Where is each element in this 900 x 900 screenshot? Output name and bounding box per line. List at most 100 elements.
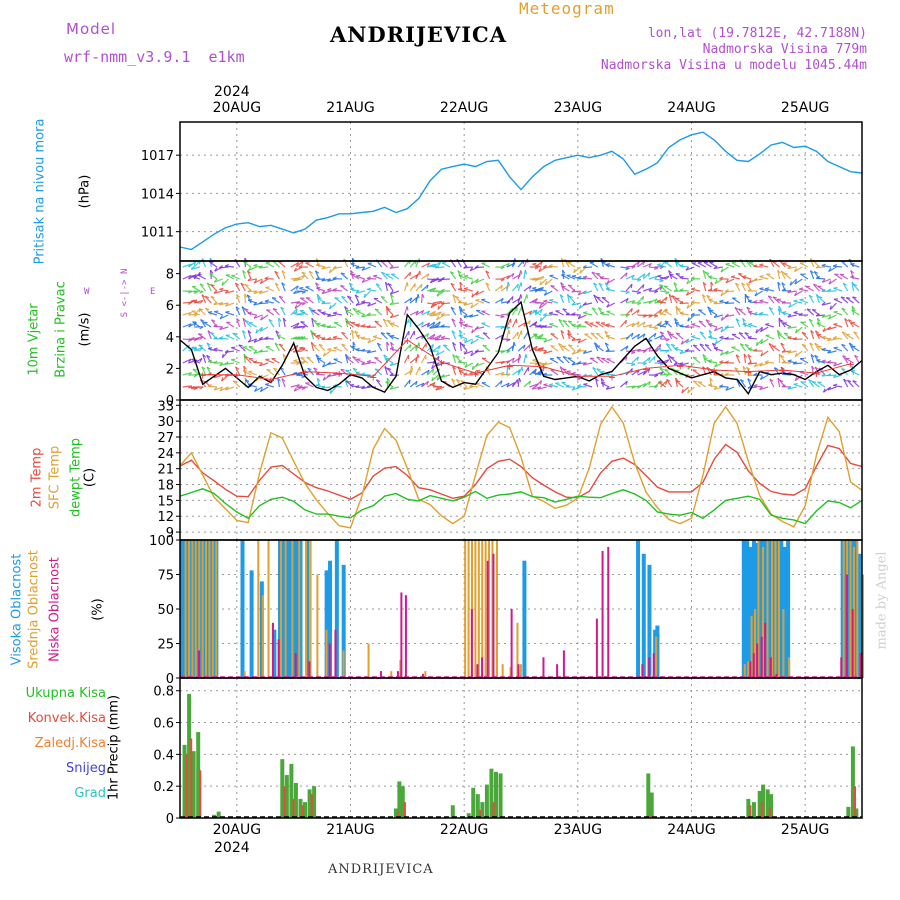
wind-arrow xyxy=(321,290,331,295)
wind-arrow xyxy=(793,383,803,388)
wind-arrow xyxy=(648,266,658,269)
wind-arrow-head xyxy=(582,275,588,278)
bar xyxy=(187,540,190,678)
wind-arrow-head xyxy=(322,363,326,368)
wind-arrow-head xyxy=(327,287,332,291)
wind-arrow-head xyxy=(366,324,371,328)
wind-arrow xyxy=(567,344,576,352)
bar xyxy=(198,650,201,678)
wind-arrow xyxy=(642,262,652,268)
wind-arrow-head xyxy=(679,275,684,279)
wind-arrow xyxy=(768,343,775,352)
wind-arrow xyxy=(691,301,701,304)
wind-arrow xyxy=(374,308,383,316)
wind-arrow xyxy=(782,311,792,316)
wind-arrow xyxy=(450,306,457,316)
wind-arrow xyxy=(656,300,667,304)
wind-arrow xyxy=(351,330,354,340)
wind-arrow xyxy=(590,332,599,340)
wind-arrow xyxy=(455,379,462,388)
wind-arrow xyxy=(264,300,274,304)
wind-arrow-head xyxy=(724,336,729,340)
wind-arrow xyxy=(777,282,781,292)
wind-arrow xyxy=(506,365,509,376)
wind-arrow-head xyxy=(219,326,223,330)
wind-arrow xyxy=(469,385,479,388)
wind-arrow xyxy=(259,266,269,269)
wind-arrow xyxy=(463,386,473,391)
wind-arrow xyxy=(760,326,769,333)
wind-arrow xyxy=(625,332,634,340)
wind-arrow-head xyxy=(562,356,567,359)
wind-arrow xyxy=(322,350,331,357)
wind-arrow-head xyxy=(213,386,218,391)
wind-arrow-head xyxy=(777,309,783,311)
wind-arrow xyxy=(681,386,690,394)
wind-arrow-head xyxy=(225,310,230,313)
wind-arrow-head xyxy=(199,283,204,287)
wind-arrow-head xyxy=(781,282,786,286)
wind-arrow-head xyxy=(840,296,846,299)
wind-arrow xyxy=(851,309,860,316)
wind-arrow-head xyxy=(332,287,337,291)
wind-arrow-head xyxy=(507,281,511,287)
wind-arrow xyxy=(827,361,837,364)
wind-arrow-head xyxy=(679,300,684,305)
wind-arrow-head xyxy=(583,290,587,295)
wind-arrow xyxy=(265,262,275,268)
wind-arrow-head xyxy=(833,362,837,367)
y-tick-label: 27 xyxy=(157,431,174,446)
wind-arrow-head xyxy=(648,315,653,318)
wind-arrow-head xyxy=(597,307,603,310)
wind-arrow xyxy=(386,332,394,340)
wind-arrow xyxy=(273,367,280,376)
wind-arrow xyxy=(435,266,445,269)
wind-arrow xyxy=(247,312,257,316)
bar xyxy=(495,540,498,678)
wind-arrow-head xyxy=(550,332,555,335)
wind-arrow-head xyxy=(221,353,224,358)
bar xyxy=(280,540,283,678)
wind-arrow xyxy=(278,343,286,352)
wind-arrow xyxy=(458,334,468,340)
wind-arrow xyxy=(765,288,775,292)
wind-arrow xyxy=(293,350,303,353)
wind-arrow xyxy=(373,275,382,280)
wind-arrow xyxy=(787,386,797,390)
wind-arrow xyxy=(787,350,797,354)
wind-arrow xyxy=(794,278,803,285)
wind-arrow-head xyxy=(232,332,237,335)
bar xyxy=(187,693,192,818)
wind-arrow xyxy=(753,301,763,304)
bar xyxy=(257,540,260,678)
wind-arrow-head xyxy=(636,356,639,361)
wind-arrow xyxy=(713,266,723,270)
footer-station: ANDRIJEVICA xyxy=(328,862,434,877)
y-tick-label: 0.8 xyxy=(153,685,174,700)
wind-arrow xyxy=(293,290,303,295)
wind-arrow-head xyxy=(266,368,271,371)
wind-arrow xyxy=(703,357,712,364)
wind-arrow xyxy=(793,362,803,365)
wind-arrow-head xyxy=(389,347,395,350)
wind-arrow-head xyxy=(793,382,798,385)
wind-arrow-head xyxy=(208,347,213,350)
wind-arrow xyxy=(734,307,741,316)
wind-arrow xyxy=(810,354,815,364)
bar xyxy=(750,615,753,678)
wind-arrow-head xyxy=(294,304,298,309)
wind-arrow xyxy=(754,290,763,297)
bar xyxy=(424,671,427,678)
wind-arrow-head xyxy=(524,269,528,275)
date-label-bottom: 22AUG xyxy=(439,822,489,838)
wind-arrow-head xyxy=(464,363,468,368)
wind-arrow-head xyxy=(293,387,297,392)
wind-arrow xyxy=(658,381,667,388)
wind-arrow-head xyxy=(625,336,630,341)
wind-arrow-head xyxy=(850,262,855,265)
wind-arrow-head xyxy=(698,320,703,323)
wind-arrow xyxy=(852,380,860,388)
wind-arrow-head xyxy=(708,383,713,386)
wind-arrow-head xyxy=(435,386,439,391)
wind-arrow xyxy=(193,346,203,352)
